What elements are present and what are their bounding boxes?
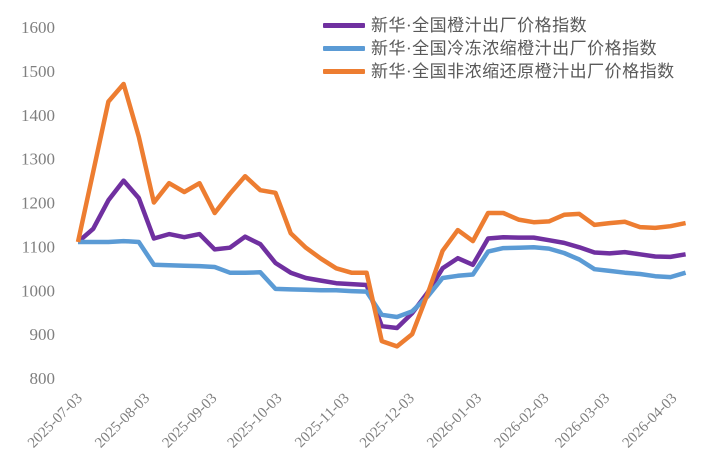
y-axis-tick-label: 900 [30, 325, 56, 344]
y-axis-tick-label: 1400 [21, 106, 55, 125]
x-axis-tick-label: 2025-09-03 [160, 391, 221, 452]
x-axis-tick-label: 2026-01-03 [424, 391, 485, 452]
nfc-index-line-swatch [323, 69, 365, 74]
x-axis-tick-label: 2025-12-03 [357, 391, 418, 452]
y-axis-tick-label: 1200 [21, 194, 55, 213]
legend-item-nfc-index: 新华·全国非浓缩还原橙汁出厂价格指数 [323, 62, 675, 81]
legend-label-fcoj-index: 新华·全国冷冻浓缩橙汁出厂价格指数 [371, 39, 658, 58]
series-line-nfc-index [75, 81, 687, 349]
y-axis-tick-label: 800 [30, 369, 56, 388]
legend-item-composite-index: 新华·全国橙汁出厂价格指数 [323, 16, 675, 35]
x-axis-tick-label: 2026-04-03 [620, 391, 681, 452]
x-axis-tick-label: 2025-07-03 [25, 391, 86, 452]
legend-label-composite-index: 新华·全国橙汁出厂价格指数 [371, 16, 588, 35]
y-axis-tick-label: 1500 [21, 62, 55, 81]
fcoj-index-line-swatch [323, 46, 365, 51]
legend-label-nfc-index: 新华·全国非浓缩还原橙汁出厂价格指数 [371, 62, 675, 81]
y-axis-tick-label: 1000 [21, 281, 55, 300]
x-axis-tick-label: 2025-08-03 [92, 391, 153, 452]
y-axis-tick-label: 1600 [21, 18, 55, 37]
composite-index-line-swatch [323, 23, 365, 28]
x-axis-tick-label: 2025-10-03 [225, 391, 286, 452]
y-axis-tick-label: 1100 [22, 237, 55, 256]
series-line-fcoj-index [78, 238, 687, 320]
chart-legend: 新华·全国橙汁出厂价格指数 新华·全国冷冻浓缩橙汁出厂价格指数 新华·全国非浓缩… [323, 16, 675, 81]
x-axis-tick-label: 2026-02-03 [492, 391, 553, 452]
x-axis-tick-label: 2026-03-03 [552, 391, 613, 452]
series-line-composite-index [76, 178, 686, 331]
legend-item-fcoj-index: 新华·全国冷冻浓缩橙汁出厂价格指数 [323, 39, 675, 58]
y-axis-tick-label: 1300 [21, 150, 55, 169]
x-axis-tick-label: 2025-11-03 [292, 391, 352, 451]
